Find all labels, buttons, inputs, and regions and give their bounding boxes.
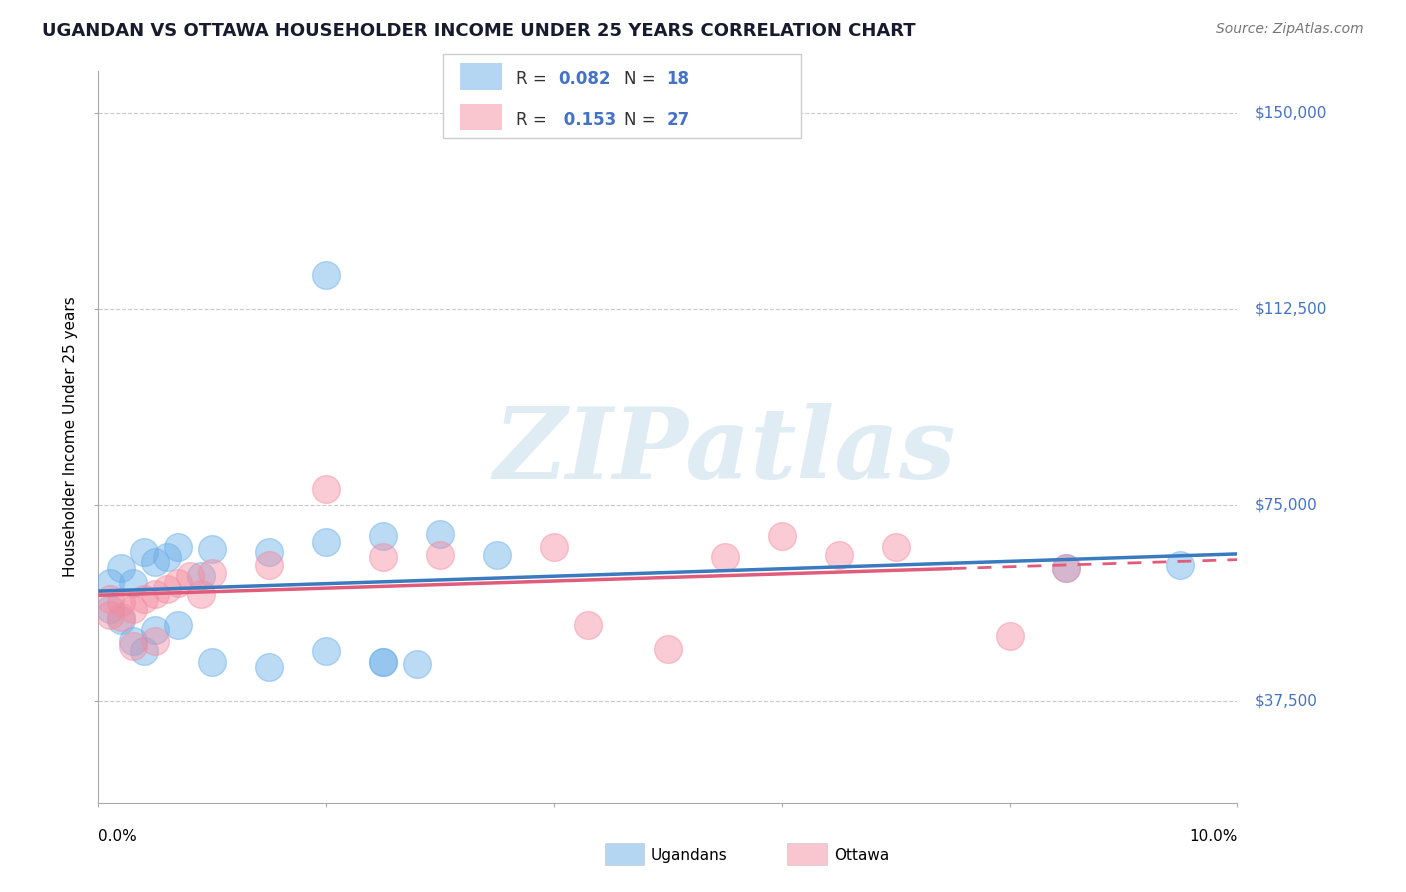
Point: [1170, 558, 1192, 573]
Point: [201, 566, 224, 580]
Point: [259, 558, 281, 573]
Point: [132, 545, 155, 559]
Point: [145, 624, 167, 638]
Point: [315, 483, 337, 497]
Text: UGANDAN VS OTTAWA HOUSEHOLDER INCOME UNDER 25 YEARS CORRELATION CHART: UGANDAN VS OTTAWA HOUSEHOLDER INCOME UND…: [42, 22, 915, 40]
Text: ZIPatlas: ZIPatlas: [494, 403, 956, 500]
Point: [110, 560, 132, 574]
Point: [156, 582, 179, 596]
Text: 10.0%: 10.0%: [1189, 829, 1237, 844]
Point: [132, 644, 155, 658]
Point: [201, 542, 224, 557]
Point: [406, 657, 429, 672]
Text: $75,000: $75,000: [1254, 498, 1317, 513]
Point: [145, 633, 167, 648]
Point: [543, 540, 565, 554]
Point: [315, 534, 337, 549]
Point: [132, 592, 155, 607]
Point: [373, 655, 395, 669]
Point: [98, 592, 121, 607]
Point: [259, 545, 281, 559]
Point: [315, 268, 337, 282]
Point: [145, 556, 167, 570]
Text: Ugandans: Ugandans: [651, 848, 728, 863]
Point: [156, 550, 179, 565]
Point: [884, 540, 907, 554]
Point: [98, 576, 121, 591]
Point: [121, 576, 143, 591]
Text: Source: ZipAtlas.com: Source: ZipAtlas.com: [1216, 22, 1364, 37]
Point: [121, 639, 143, 653]
Point: [110, 613, 132, 627]
Point: [167, 576, 190, 591]
Point: [429, 526, 451, 541]
Point: [98, 607, 121, 622]
Point: [576, 618, 599, 632]
Text: Ottawa: Ottawa: [834, 848, 889, 863]
Text: N =: N =: [624, 70, 661, 88]
Point: [110, 594, 132, 608]
Text: R =: R =: [516, 111, 553, 128]
Point: [657, 641, 679, 656]
Text: 0.153: 0.153: [558, 111, 616, 128]
Point: [828, 548, 851, 562]
Point: [259, 660, 281, 674]
Text: 0.0%: 0.0%: [98, 829, 138, 844]
Point: [167, 618, 190, 632]
Point: [179, 568, 201, 582]
Point: [373, 529, 395, 543]
Point: [121, 602, 143, 616]
Text: 27: 27: [666, 111, 690, 128]
Point: [373, 550, 395, 565]
Point: [98, 602, 121, 616]
Point: [429, 548, 451, 562]
Point: [373, 655, 395, 669]
Point: [315, 644, 337, 658]
Y-axis label: Householder Income Under 25 years: Householder Income Under 25 years: [63, 297, 79, 577]
Point: [770, 529, 793, 543]
Text: 0.082: 0.082: [558, 70, 610, 88]
Point: [1056, 560, 1078, 574]
Point: [167, 540, 190, 554]
Text: R =: R =: [516, 70, 553, 88]
Point: [714, 550, 737, 565]
Point: [190, 568, 212, 582]
Text: $37,500: $37,500: [1254, 693, 1317, 708]
Point: [190, 587, 212, 601]
Text: $112,500: $112,500: [1254, 301, 1327, 317]
Text: N =: N =: [624, 111, 661, 128]
Point: [110, 610, 132, 624]
Point: [201, 655, 224, 669]
Point: [121, 633, 143, 648]
Text: 18: 18: [666, 70, 689, 88]
Point: [486, 548, 509, 562]
Point: [145, 587, 167, 601]
Text: $150,000: $150,000: [1254, 105, 1327, 120]
Point: [998, 629, 1021, 643]
Point: [1056, 560, 1078, 574]
